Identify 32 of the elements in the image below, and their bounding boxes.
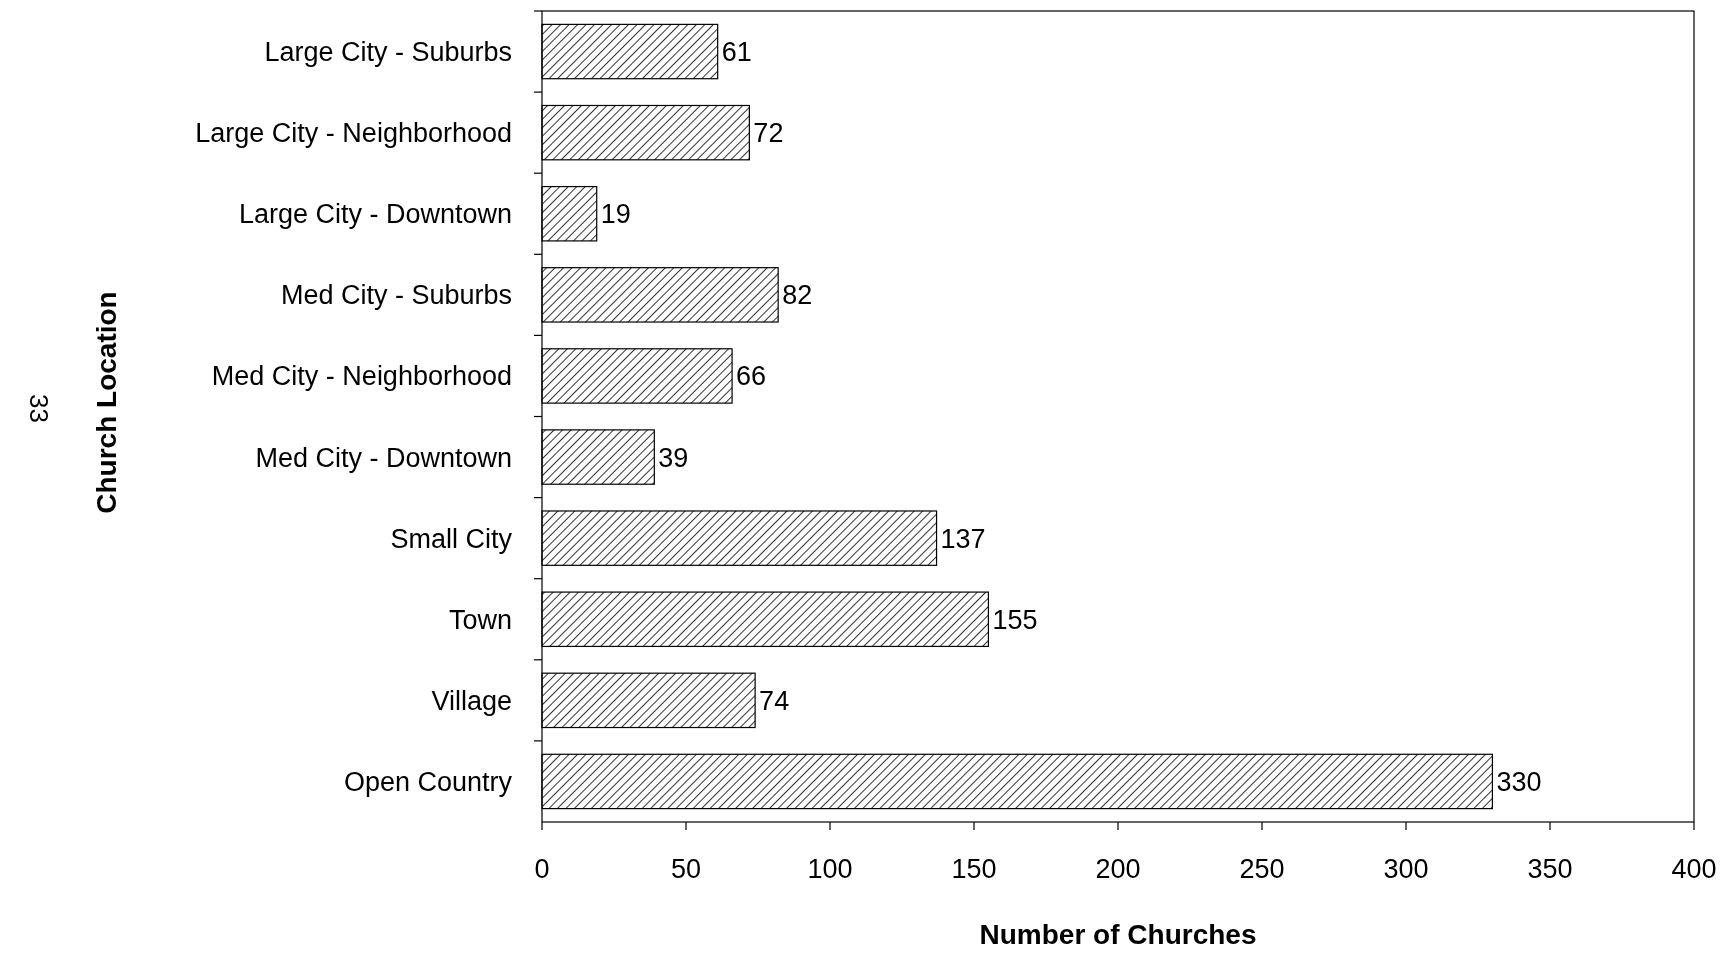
data-label: 330 [1496,766,1542,797]
data-label: 137 [940,523,986,554]
x-tick-label: 200 [1095,854,1141,884]
data-label: 72 [753,118,784,149]
x-axis-title: Number of Churches [979,919,1257,950]
data-label: 74 [759,685,790,716]
y-tick-label: Town [448,604,512,635]
y-tick-label: Large City - Suburbs [264,37,512,67]
y-tick-label: Small City [390,523,513,554]
y-tick-label: Open Country [343,766,513,797]
y-tick-label: Med City - Neighborhood [211,361,512,392]
data-label: 39 [658,442,689,473]
y-tick-label: Med City - Suburbs [280,280,512,311]
data-label: 82 [782,280,813,311]
y-tick-label: Village [431,685,512,716]
x-tick-label: 150 [951,854,997,884]
x-tick-label: 50 [670,854,702,884]
y-axis-title: Church Location [91,291,122,514]
data-label: 19 [600,199,631,230]
x-tick-label: 0 [534,854,550,884]
x-tick-label: 100 [807,854,853,884]
text: 33 [24,394,54,423]
x-tick-label: 250 [1239,854,1285,884]
y-tick-label: Large City - Neighborhood [195,118,512,149]
data-label: 155 [992,604,1038,635]
x-tick-label: 400 [1671,854,1717,884]
y-tick-label: Med City - Downtown [255,442,512,473]
data-label: 61 [721,37,752,67]
x-tick-label: 300 [1383,854,1429,884]
x-tick-label: 350 [1527,854,1573,884]
data-label: 66 [736,361,767,392]
y-tick-label: Large City - Downtown [238,199,512,230]
